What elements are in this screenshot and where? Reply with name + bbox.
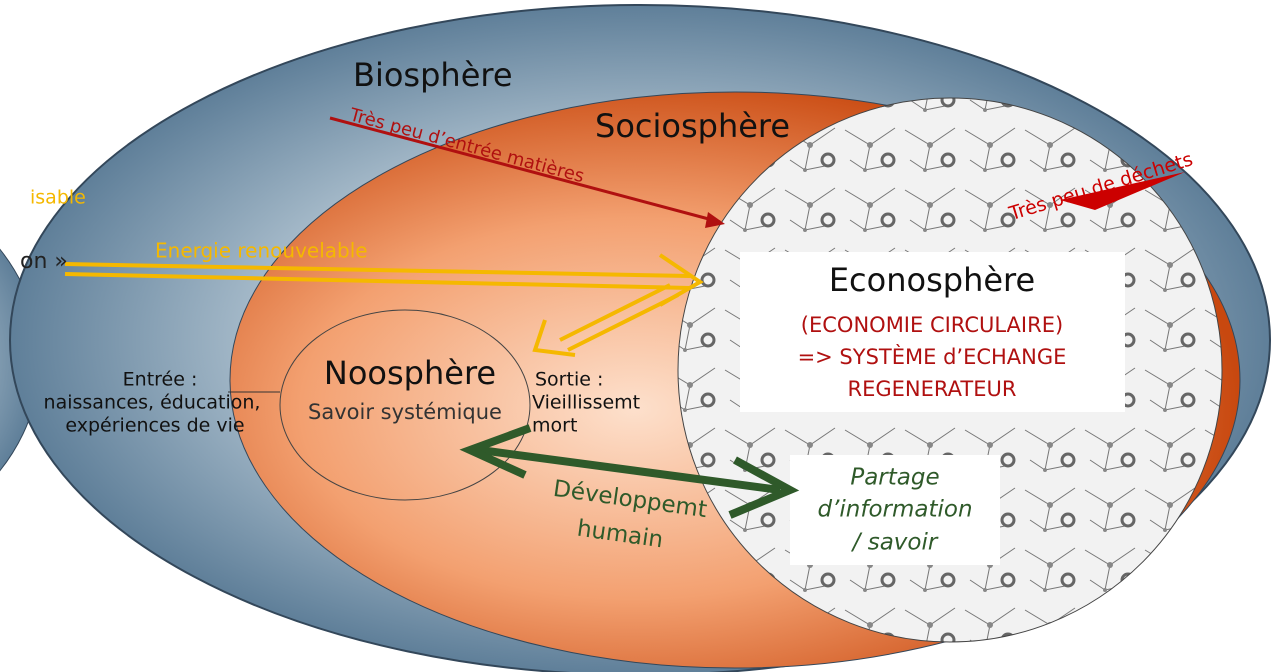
econosphere-line: REGENERATEUR xyxy=(848,377,1017,401)
econosphere-box xyxy=(740,252,1125,412)
econosphere-title: Econosphère xyxy=(829,261,1035,299)
sharing-label: / savoir xyxy=(851,530,939,556)
sharing-label: Partage xyxy=(850,465,939,491)
noosphere-output: Sortie : xyxy=(535,369,603,391)
input-arrow xyxy=(329,116,721,224)
sociosphere-title: Sociosphère xyxy=(595,107,790,145)
noosphere-input: naissances, éducation, xyxy=(44,392,261,414)
noosphere-subtitle: Savoir systémique xyxy=(308,400,502,424)
noosphere-output: mort xyxy=(532,415,577,437)
waste-arrow xyxy=(1060,172,1185,210)
noosphere-input: expériences de vie xyxy=(65,415,244,437)
fragment: isable xyxy=(30,187,86,209)
econosphere-line: => SYSTÈME d’ECHANGE xyxy=(798,344,1067,369)
econosphere-line: (ECONOMIE CIRCULAIRE) xyxy=(801,313,1063,337)
biosphere-title: Biosphère xyxy=(353,56,513,94)
energy-arrow xyxy=(64,253,704,357)
noosphere-output: Vieillissemt xyxy=(532,392,640,414)
sharing-label: d’information xyxy=(817,497,972,523)
noosphere-title: Noosphère xyxy=(324,354,496,392)
noosphere-input: Entrée : xyxy=(123,369,198,391)
development-arrow xyxy=(459,424,800,519)
arrow-head xyxy=(705,212,725,228)
sharing-box xyxy=(790,455,1000,565)
energy-label: Energie renouvelable xyxy=(155,239,368,263)
fragment: on » xyxy=(20,249,68,274)
noosphere-ellipse xyxy=(279,309,531,501)
